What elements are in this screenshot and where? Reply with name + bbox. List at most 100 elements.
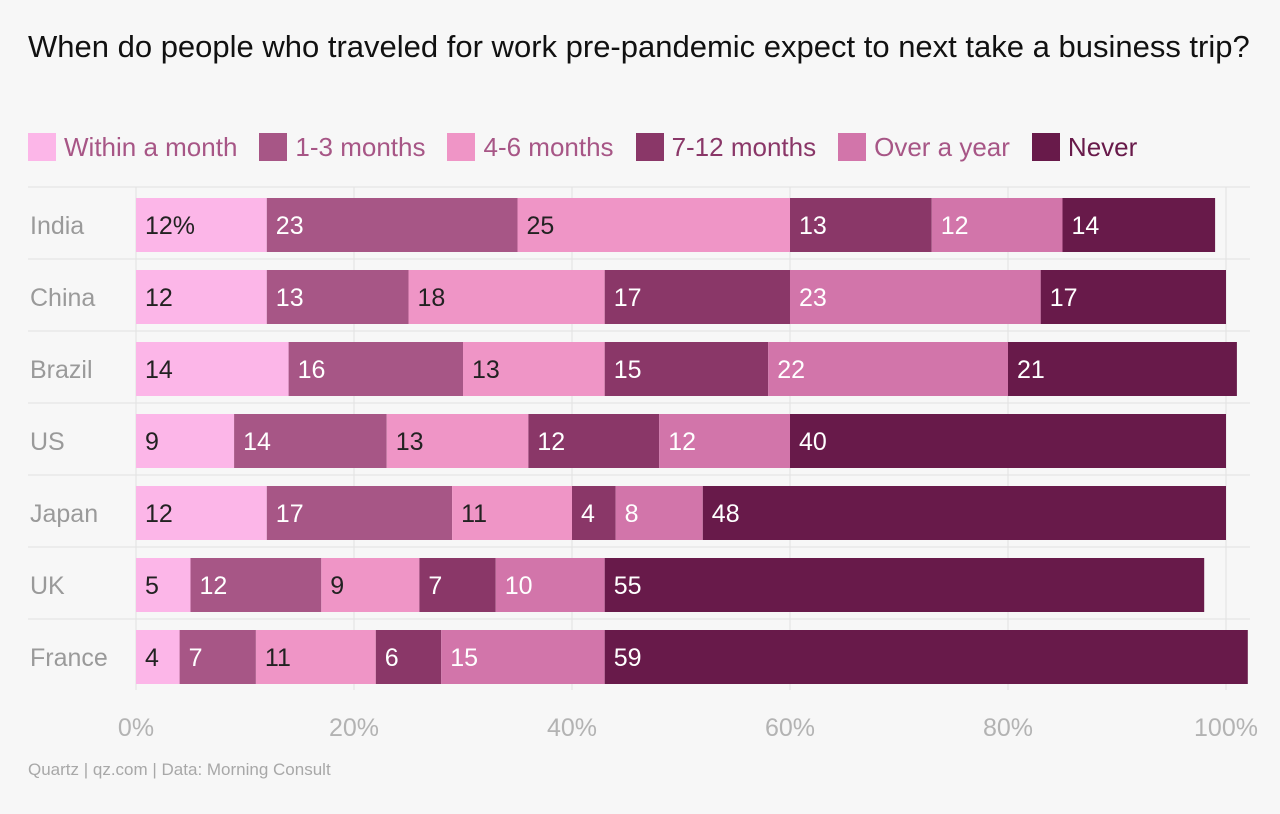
data-label: 15	[614, 356, 642, 384]
x-tick-label: 40%	[547, 714, 597, 742]
bar-segment	[452, 486, 572, 540]
data-label: 48	[712, 500, 740, 528]
data-label: 9	[145, 428, 159, 456]
data-label: 18	[418, 284, 446, 312]
data-label: 59	[614, 644, 642, 672]
bar-segment	[136, 198, 267, 252]
data-label: 13	[396, 428, 424, 456]
source-note: Quartz | qz.com | Data: Morning Consult	[28, 760, 331, 779]
data-label: 12	[941, 212, 969, 240]
data-label: 40	[799, 428, 827, 456]
bar-segment	[572, 486, 616, 540]
bar-segment	[441, 630, 605, 684]
bar-segment	[790, 198, 932, 252]
bar-segment	[136, 270, 267, 324]
legend-label: Never	[1067, 131, 1138, 162]
data-label: 17	[1050, 284, 1078, 312]
bar-segment	[931, 198, 1063, 252]
bar-segment	[288, 342, 463, 396]
x-tick-label: 0%	[118, 714, 154, 742]
x-tick-label: 20%	[329, 714, 379, 742]
legend-label: Over a year	[874, 131, 1010, 162]
data-label: 7	[189, 644, 203, 672]
bar-segment	[615, 486, 703, 540]
data-label: 21	[1017, 356, 1045, 384]
bar-segment	[419, 558, 496, 612]
bar-segment	[255, 630, 376, 684]
bar-segment	[136, 486, 267, 540]
x-tick-label: 60%	[765, 714, 815, 742]
data-label: 16	[298, 356, 326, 384]
data-label: 12%	[145, 212, 195, 240]
x-tick-label: 80%	[983, 714, 1033, 742]
data-label: 13	[472, 356, 500, 384]
bar-segment	[136, 342, 289, 396]
legend-label: 1-3 months	[295, 131, 426, 162]
x-tick-label: 100%	[1194, 714, 1258, 742]
data-label: 17	[276, 500, 304, 528]
data-label: 14	[243, 428, 271, 456]
bar-segment	[136, 558, 191, 612]
data-label: 12	[668, 428, 696, 456]
bar-segment	[408, 270, 605, 324]
bar-segment	[234, 414, 387, 468]
bar-segment	[604, 630, 1248, 684]
legend-item: 4-6 months	[447, 131, 614, 163]
legend-item: Never	[1031, 131, 1138, 163]
data-label: 9	[330, 572, 344, 600]
bar-segment	[266, 270, 409, 324]
legend-item: 7-12 months	[635, 131, 817, 163]
data-label: 7	[428, 572, 442, 600]
data-label: 12	[145, 500, 173, 528]
legend-swatch	[635, 133, 664, 161]
bar-segment	[495, 558, 605, 612]
legend-swatch	[259, 133, 288, 161]
legend-swatch	[447, 133, 476, 161]
bar-segment	[1062, 198, 1216, 252]
legend-label: 4-6 months	[483, 131, 614, 162]
data-label: 4	[581, 500, 595, 528]
bar-segment	[375, 630, 442, 684]
bar-segment	[517, 198, 790, 252]
legend-item: Within a month	[28, 132, 237, 163]
bar-segment	[702, 486, 1226, 540]
data-label: 12	[145, 284, 173, 312]
legend-swatch	[838, 133, 867, 161]
bar-segment	[266, 198, 518, 252]
category-label: Japan	[30, 500, 98, 528]
bar-segment	[1040, 270, 1226, 324]
bar-segment	[386, 414, 529, 468]
data-label: 14	[1072, 212, 1100, 240]
category-label: Brazil	[30, 356, 93, 384]
data-label: 22	[777, 356, 805, 384]
bar-segment	[463, 342, 605, 396]
data-label: 11	[265, 644, 291, 672]
category-label: US	[30, 428, 65, 456]
bar-segment	[768, 342, 1008, 396]
data-label: 10	[505, 572, 533, 600]
data-label: 13	[799, 212, 827, 240]
bar-segment	[604, 558, 1205, 612]
legend-swatch	[28, 133, 56, 161]
category-label: UK	[30, 572, 65, 600]
legend-item: Over a year	[838, 132, 1010, 163]
chart-title: When do people who traveled for work pre…	[28, 29, 1250, 64]
legend-swatch	[1031, 133, 1060, 161]
bar-segment	[1008, 342, 1237, 396]
category-label: India	[30, 212, 84, 240]
legend-label: 7-12 months	[671, 131, 817, 162]
legend-label: Within a month	[64, 131, 238, 162]
category-label: France	[30, 644, 108, 672]
data-label: 12	[200, 572, 228, 600]
bar-segment	[136, 414, 235, 468]
bar-segment	[790, 270, 1041, 324]
bar-segment	[604, 270, 790, 324]
bar-segment	[179, 630, 256, 684]
legend-item: 1-3 months	[259, 132, 425, 163]
bar-segment	[321, 558, 420, 612]
bar-segment	[190, 558, 322, 612]
data-label: 8	[625, 500, 639, 528]
data-label: 25	[527, 212, 555, 240]
data-label: 17	[614, 284, 642, 312]
bar-segment	[659, 414, 790, 468]
